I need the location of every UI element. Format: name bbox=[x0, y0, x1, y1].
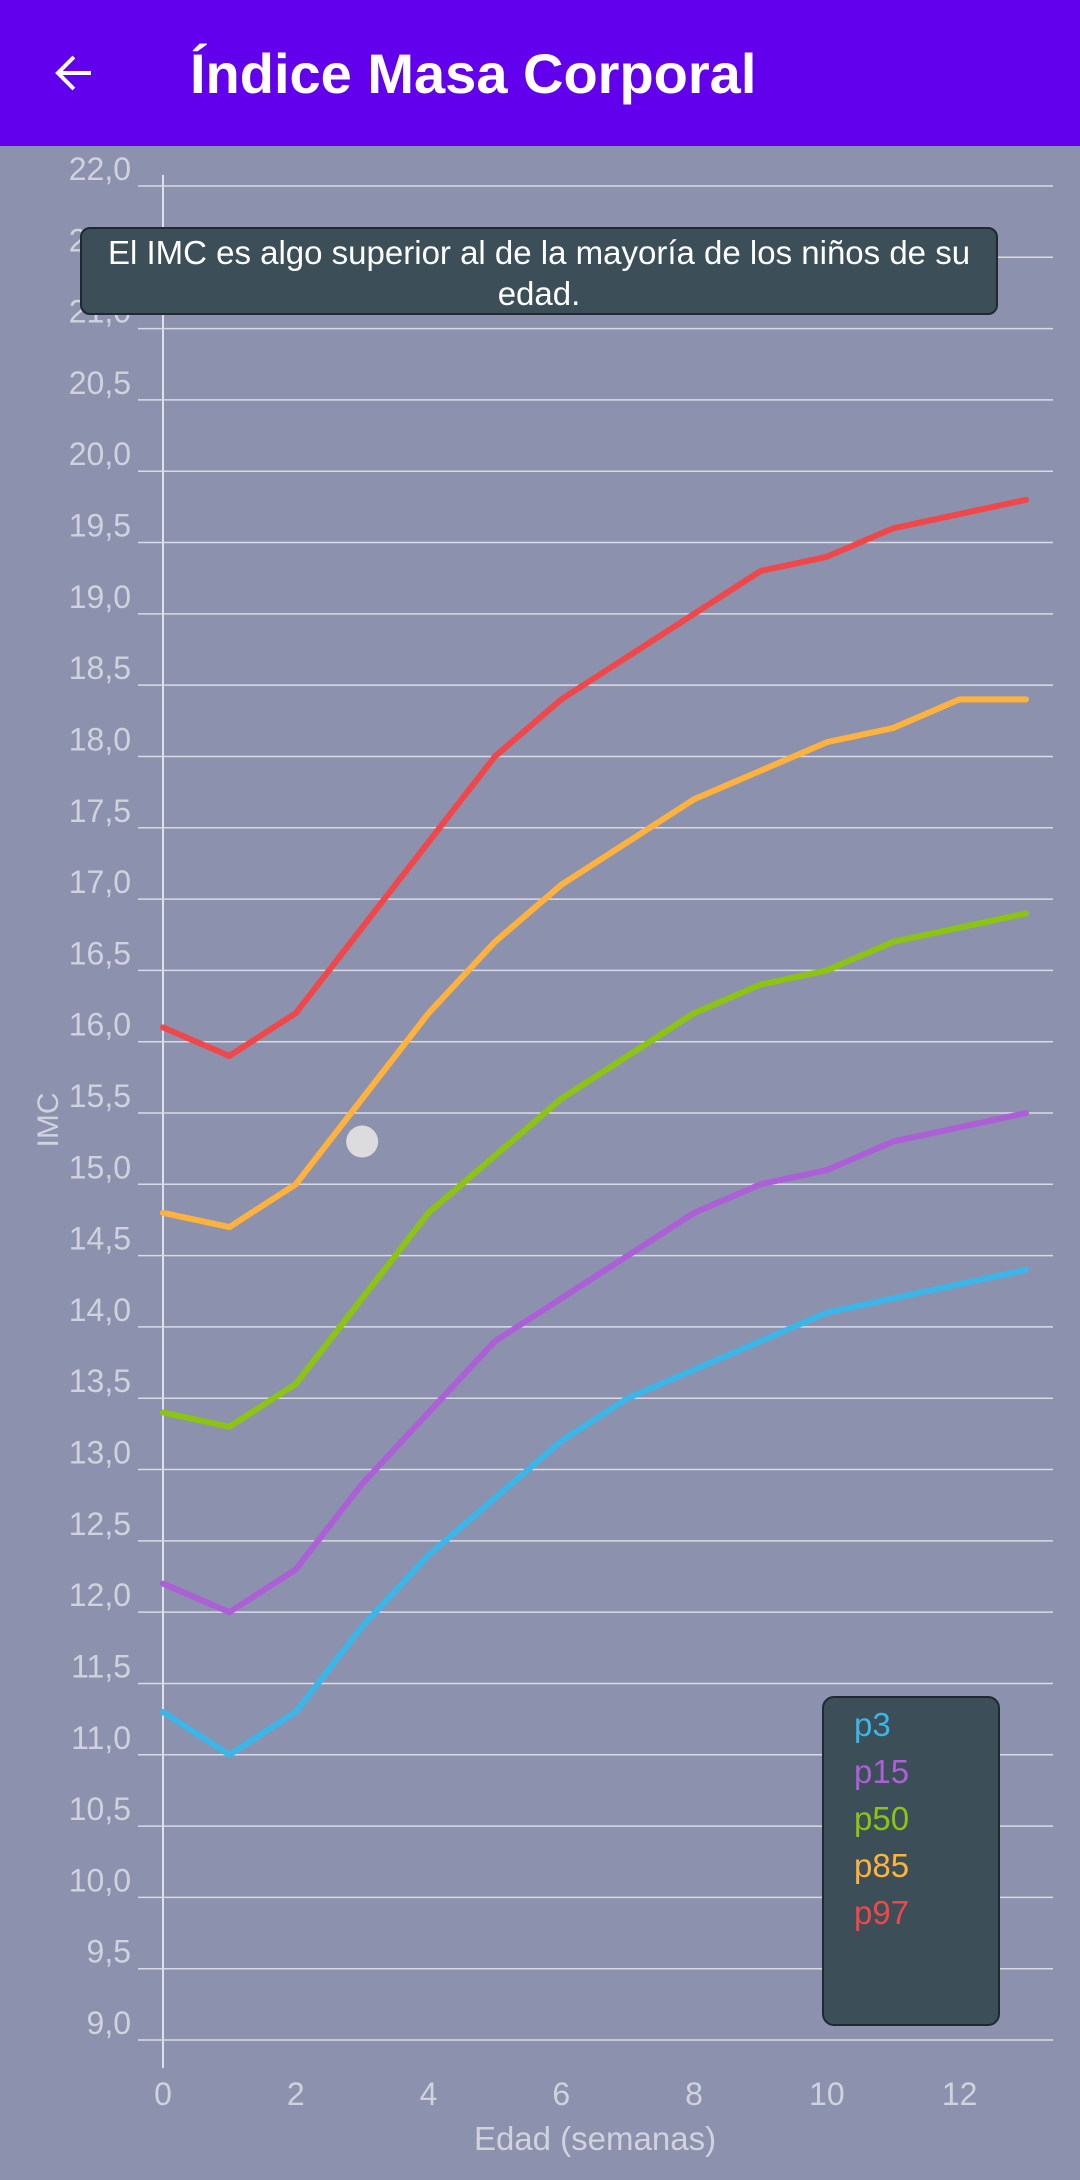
data-points bbox=[346, 1125, 379, 1158]
y-tick-label: 15,5 bbox=[69, 1078, 131, 1114]
y-tick-label: 9,5 bbox=[87, 1934, 131, 1970]
legend-item-p85: p85 bbox=[854, 1847, 910, 1884]
y-tick-label: 13,5 bbox=[69, 1363, 131, 1399]
series-line-p15 bbox=[160, 1110, 1029, 1616]
x-tick-labels: 0 2 4 6 8 10 12 bbox=[154, 2076, 977, 2112]
y-tick-label: 16,5 bbox=[69, 935, 131, 971]
y-tick-label: 14,5 bbox=[69, 1221, 131, 1257]
legend: p3 p15 p50 p85 p97 bbox=[822, 1696, 1000, 2026]
x-axis-label: Edad (semanas) bbox=[474, 2120, 716, 2157]
x-tick-label: 12 bbox=[942, 2076, 978, 2112]
y-tick-label: 11,5 bbox=[71, 1648, 131, 1684]
series-line-p85 bbox=[160, 696, 1029, 1231]
x-tick-label: 8 bbox=[685, 2076, 703, 2112]
app-bar: Índice Masa Corporal bbox=[0, 0, 1080, 146]
back-button[interactable] bbox=[30, 33, 116, 113]
x-tick-label: 10 bbox=[809, 2076, 845, 2112]
child-bmi-point[interactable] bbox=[346, 1125, 379, 1158]
y-tick-label: 9,0 bbox=[87, 2005, 131, 2041]
series-line-p3 bbox=[160, 1266, 1029, 1758]
y-tick-label: 19,0 bbox=[69, 579, 131, 615]
y-tick-label: 16,0 bbox=[69, 1007, 131, 1043]
x-tick-label: 4 bbox=[420, 2076, 438, 2112]
bmi-chart: 9,0 9,5 10,0 10,5 11,0 11,5 12,0 12,5 13,0 13,5 14… bbox=[32, 151, 1053, 2157]
y-tick-label: 12,5 bbox=[69, 1506, 131, 1542]
y-tick-label: 18,5 bbox=[69, 650, 131, 686]
y-tick-label: 20,0 bbox=[69, 436, 131, 472]
y-tick-label: 13,0 bbox=[69, 1435, 131, 1471]
x-tick-label: 2 bbox=[287, 2076, 305, 2112]
series-line-p97 bbox=[160, 496, 1029, 1059]
series-lines bbox=[160, 496, 1029, 1758]
y-tick-label: 20,5 bbox=[69, 365, 131, 401]
y-tick-label: 18,0 bbox=[69, 721, 131, 757]
series-line-p50 bbox=[160, 910, 1029, 1430]
y-tick-label: 14,0 bbox=[69, 1292, 131, 1328]
bmi-message-tooltip: El IMC es algo superior al de la mayoría… bbox=[80, 227, 998, 315]
y-tick-labels: 9,0 9,5 10,0 10,5 11,0 11,5 12,0 12,5 13,0 13,5 14… bbox=[69, 151, 131, 2041]
x-tick-label: 0 bbox=[154, 2076, 172, 2112]
y-tick-label: 17,0 bbox=[69, 864, 131, 900]
y-tick-label: 22,0 bbox=[69, 151, 131, 187]
page-title: Índice Masa Corporal bbox=[190, 42, 757, 105]
x-tick-label: 6 bbox=[552, 2076, 570, 2112]
y-tick-label: 12,0 bbox=[69, 1577, 131, 1613]
y-axis-label: IMC bbox=[32, 1093, 65, 1148]
y-tick-label: 19,5 bbox=[69, 508, 131, 544]
y-tick-label: 11,0 bbox=[71, 1720, 131, 1756]
y-tick-label: 10,0 bbox=[69, 1862, 131, 1898]
legend-item-p3: p3 bbox=[854, 1706, 891, 1743]
y-tick-label: 17,5 bbox=[69, 793, 131, 829]
y-tick-label: 10,5 bbox=[69, 1791, 131, 1827]
grid-lines bbox=[138, 185, 1053, 2041]
legend-item-p50: p50 bbox=[854, 1800, 910, 1837]
y-tick-label: 15,0 bbox=[69, 1149, 131, 1185]
arrow-back-icon bbox=[55, 55, 91, 91]
legend-item-p15: p15 bbox=[854, 1753, 910, 1790]
legend-item-p97: p97 bbox=[854, 1894, 910, 1931]
